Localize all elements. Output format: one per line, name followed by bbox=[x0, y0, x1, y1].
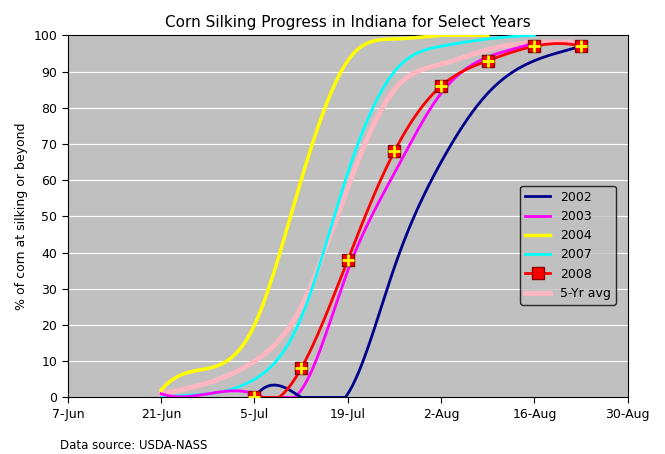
Y-axis label: % of corn at silking or beyond: % of corn at silking or beyond bbox=[15, 123, 28, 310]
Title: Corn Silking Progress in Indiana for Select Years: Corn Silking Progress in Indiana for Sel… bbox=[165, 15, 531, 30]
Text: Data source: USDA-NASS: Data source: USDA-NASS bbox=[60, 439, 207, 453]
Legend: 2002, 2003, 2004, 2007, 2008, 5-Yr avg: 2002, 2003, 2004, 2007, 2008, 5-Yr avg bbox=[520, 186, 616, 305]
